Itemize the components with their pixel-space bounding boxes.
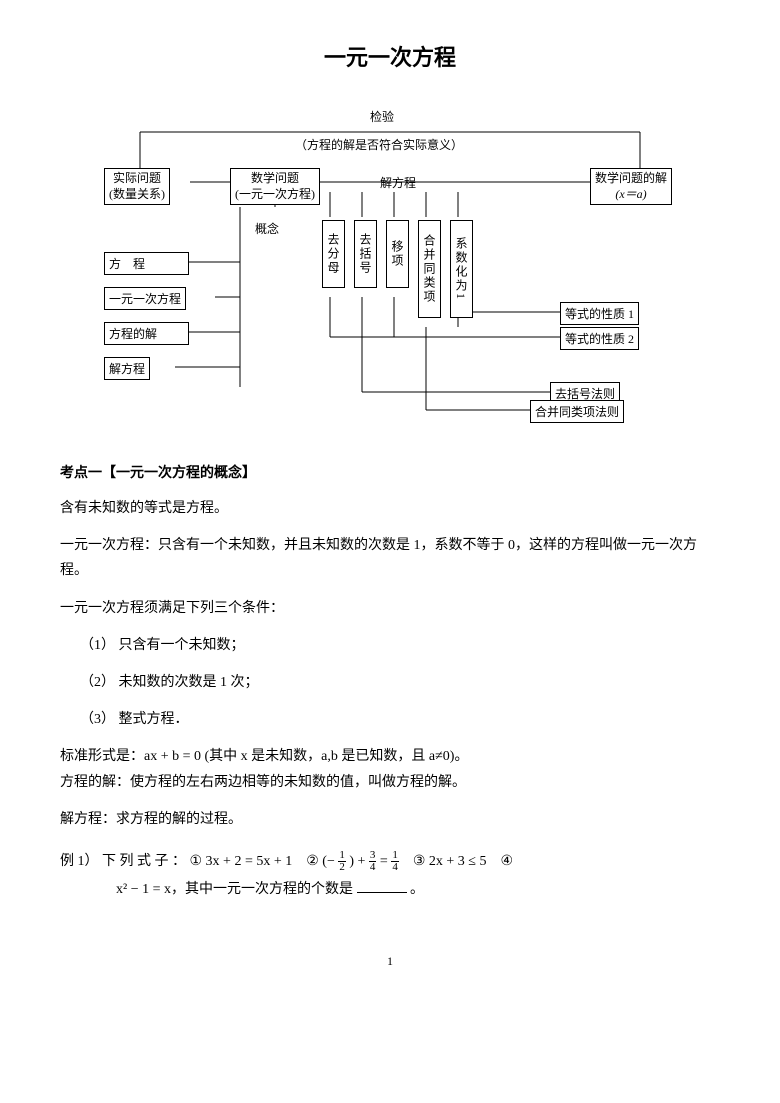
box-text: 数学问题 [235,171,315,187]
eq-1: ① 3x + 2 = 5x + 1 [190,854,293,869]
box-solution: 数学问题的解 (x＝a) [590,168,672,205]
section-heading: 考点一【一元一次方程的概念】 [60,462,720,482]
page-number: 1 [60,954,720,969]
step-2: 移项 [386,220,409,288]
diagram-concept-label: 概念 [255,220,279,237]
paragraph: 一元一次方程：只含有一个未知数，并且未知数的次数是 1，系数不等于 0，这样的方… [60,533,720,583]
box-text: 数学问题的解 [595,171,667,187]
right-item-1: 等式的性质 2 [560,327,639,350]
diagram-center-label: 解方程 [380,174,416,191]
page-title: 一元一次方程 [60,40,720,72]
left-item-3: 解方程 [104,357,150,380]
condition-3: （3） 整式方程． [60,707,720,732]
box-math-problem: 数学问题 (一元一次方程) [230,168,320,205]
example-line2: x² − 1 = x，其中一元一次方程的个数是 。 [60,882,424,897]
left-item-2: 方程的解 [104,322,189,345]
eq-4: x² − 1 = x，其中一元一次方程的个数是 [116,882,353,897]
paragraph: 标准形式是：ax + b = 0 (其中 x 是未知数，a,b 是已知数，且 a… [60,744,720,794]
eq-3: ③ 2x + 3 ≤ 5 [413,854,487,869]
step-3: 合并同类项 [418,220,441,318]
left-item-0: 方 程 [104,252,189,275]
paragraph: 一元一次方程须满足下列三个条件： [60,596,720,621]
example-1: 例 1） 下 列 式 子 ： ① 3x + 2 = 5x + 1 ② (− 12… [60,848,720,904]
box-real-problem: 实际问题 (数量关系) [104,168,170,205]
example-label: 例 1） [60,854,99,869]
diagram-top-label: 检验 [370,108,394,125]
paragraph: 含有未知数的等式是方程。 [60,496,720,521]
right-item-3: 合并同类项法则 [530,400,624,423]
eq-2: ② (− 12 ) + 34 = 14 [306,854,402,869]
paragraph: 解方程：求方程的解的过程。 [60,807,720,832]
left-item-1: 一元一次方程 [104,287,186,310]
box-text: (一元一次方程) [235,187,315,203]
concept-diagram: 检验 （方程的解是否符合实际意义） 实际问题 (数量关系) 数学问题 (一元一次… [100,102,680,432]
text: 方程的解：使方程的左右两边相等的未知数的值，叫做方程的解。 [60,775,466,790]
diagram-top-sub: （方程的解是否符合实际意义） [295,136,463,153]
step-4: 系数化为1 [450,220,473,318]
box-text: (x＝a) [595,187,667,203]
text: 标准形式是：ax + b = 0 (其中 x 是未知数，a,b 是已知数，且 a… [60,749,468,764]
eq-4-marker: ④ [500,854,513,869]
step-1: 去括号 [354,220,377,288]
step-0: 去分母 [322,220,345,288]
condition-1: （1） 只含有一个未知数； [60,633,720,658]
condition-2: （2） 未知数的次数是 1 次； [60,670,720,695]
right-item-0: 等式的性质 1 [560,302,639,325]
answer-blank[interactable] [357,878,407,893]
box-text: 实际问题 [109,171,165,187]
text: 。 [410,882,424,897]
example-intro: 下 列 式 子 ： [102,854,186,869]
box-text: (数量关系) [109,187,165,203]
